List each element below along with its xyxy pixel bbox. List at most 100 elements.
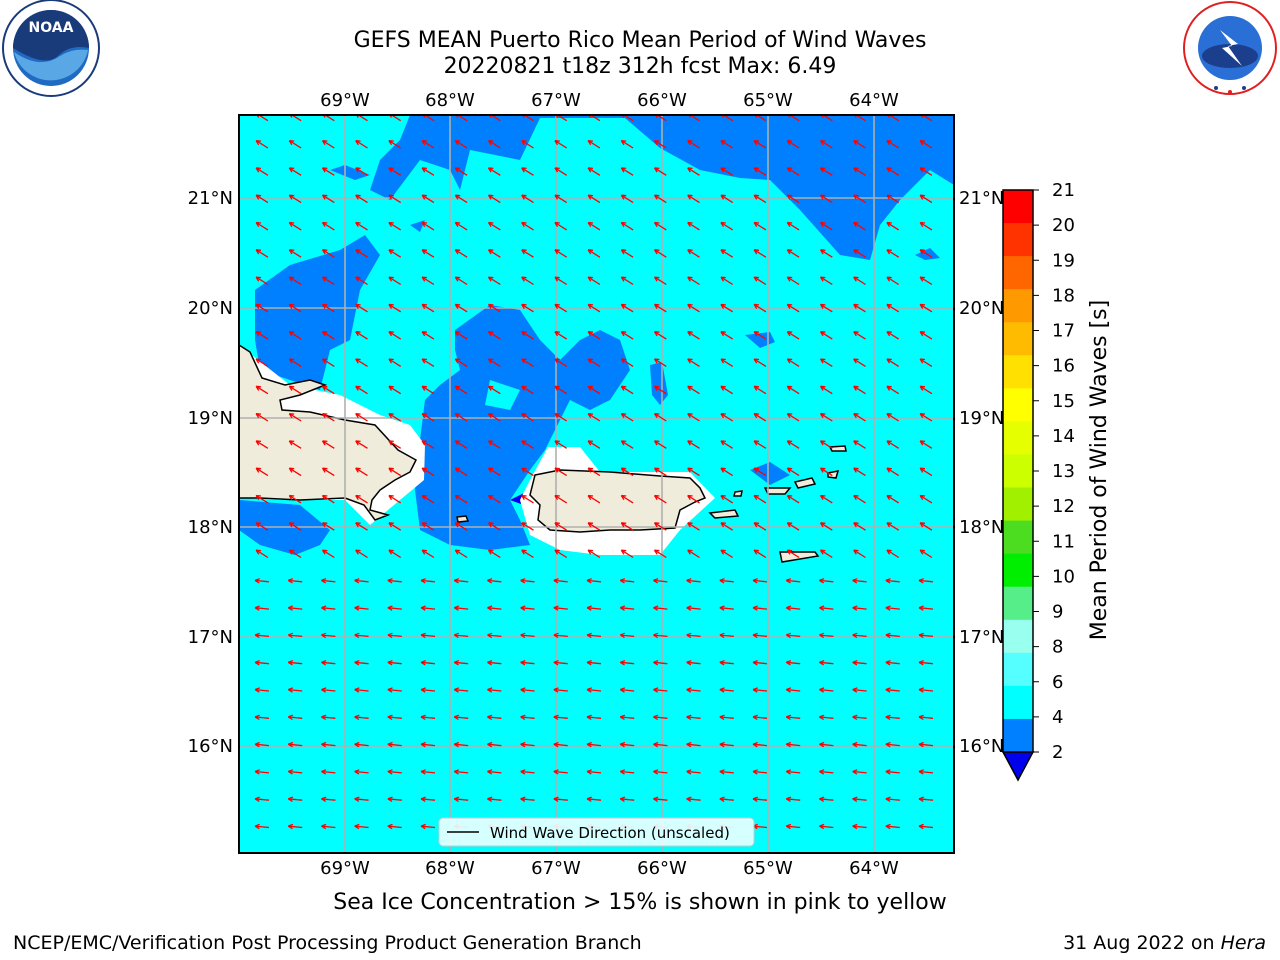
wave-direction-arrow <box>819 358 833 367</box>
wave-direction-arrow <box>853 249 866 258</box>
wave-direction-arrow <box>420 632 436 639</box>
wave-direction-arrow <box>321 578 336 584</box>
wave-direction-arrow <box>720 358 734 367</box>
wave-direction-arrow <box>287 687 303 693</box>
wave-direction-arrow <box>255 440 269 449</box>
wave-direction-arrow <box>853 494 866 504</box>
colorbar-tick-label: 15 <box>1052 391 1075 412</box>
wave-direction-arrow <box>918 687 934 693</box>
wave-direction-arrow <box>786 385 800 395</box>
wave-direction-arrow <box>886 467 900 477</box>
wave-direction-arrow <box>521 249 534 258</box>
colorbar-tick-label: 21 <box>1052 180 1075 201</box>
wave-direction-arrow <box>719 769 734 775</box>
wave-direction-arrow <box>388 139 402 149</box>
wave-direction-arrow <box>919 331 933 340</box>
wave-direction-arrow <box>487 440 501 449</box>
wave-direction-arrow <box>687 549 700 559</box>
wave-direction-arrow <box>454 249 468 258</box>
wave-direction-arrow <box>321 331 335 340</box>
wave-direction-arrow <box>687 139 700 149</box>
wave-direction-arrow <box>586 741 602 748</box>
wave-direction-arrow <box>520 659 535 666</box>
wave-direction-arrow <box>255 194 269 204</box>
wave-direction-arrow <box>687 194 700 204</box>
wave-direction-arrow <box>687 276 700 286</box>
wave-direction-arrow <box>487 632 502 639</box>
wave-direction-arrow <box>819 823 834 830</box>
wave-direction-arrow <box>687 303 700 313</box>
wave-direction-arrow <box>254 659 270 666</box>
colorbar-segment <box>1003 685 1033 720</box>
wave-direction-arrow <box>553 796 568 802</box>
wave-direction-arrow <box>885 578 900 584</box>
wave-direction-arrow <box>387 769 402 775</box>
lat-label: 18°N <box>188 517 233 538</box>
wave-direction-arrow <box>454 467 468 477</box>
chart-title: GEFS MEAN Puerto Rico Mean Period of Win… <box>0 28 1280 80</box>
wave-direction-arrow <box>852 714 867 721</box>
wave-direction-arrow <box>554 249 568 258</box>
wave-direction-arrow <box>288 522 302 531</box>
wave-direction-arrow <box>586 632 602 639</box>
wave-direction-arrow <box>520 632 535 639</box>
lat-label: 16°N <box>959 736 1004 757</box>
wave-direction-arrow <box>653 578 668 584</box>
colorbar-segment <box>1003 652 1033 687</box>
colorbar-tick-label: 13 <box>1052 461 1075 482</box>
wave-direction-arrow <box>753 494 767 504</box>
wave-direction-arrow <box>819 549 833 559</box>
wave-direction-arrow <box>918 796 934 802</box>
wave-direction-arrow <box>520 714 535 721</box>
wave-direction-arrow <box>388 249 402 258</box>
wave-direction-arrow <box>786 276 800 286</box>
wave-direction-arrow <box>487 741 502 748</box>
wave-direction-arrow <box>255 412 269 422</box>
wave-direction-arrow <box>387 605 402 611</box>
wave-direction-arrow <box>521 385 534 395</box>
wave-direction-arrow <box>886 303 900 313</box>
wave-direction-arrow <box>288 494 302 504</box>
wave-direction-arrow <box>819 221 833 231</box>
colorbar-tick-label: 11 <box>1052 531 1075 552</box>
wave-direction-arrow <box>653 769 668 775</box>
wave-direction-arrow <box>321 632 336 639</box>
lon-label: 66°W <box>637 90 687 111</box>
wave-direction-arrow <box>487 194 501 204</box>
wave-direction-arrow <box>321 303 335 313</box>
wave-direction-arrow <box>653 796 668 802</box>
wave-direction-arrow <box>786 331 800 340</box>
wave-direction-arrow <box>886 139 900 149</box>
wave-direction-arrow <box>553 741 568 748</box>
wave-direction-arrow <box>553 605 568 611</box>
lat-label: 20°N <box>959 298 1004 319</box>
wave-direction-arrow <box>919 249 933 258</box>
wave-direction-arrow <box>687 167 700 176</box>
wave-direction-arrow <box>355 303 368 313</box>
wave-direction-arrow <box>587 467 601 477</box>
wave-direction-arrow <box>554 303 568 313</box>
lat-label: 18°N <box>959 517 1004 538</box>
wave-direction-arrow <box>421 331 435 340</box>
wave-direction-arrow <box>653 494 667 504</box>
wave-direction-arrow <box>853 358 866 367</box>
wave-direction-arrow <box>619 687 635 693</box>
wave-direction-arrow <box>521 412 534 422</box>
colorbar-segment <box>1003 553 1033 588</box>
wave-direction-arrow <box>388 522 402 531</box>
wave-direction-arrow <box>288 385 302 395</box>
wave-direction-arrow <box>720 276 734 286</box>
wave-direction-arrow <box>454 303 468 313</box>
noaa-logo-text: NOAA <box>29 20 74 36</box>
wave-direction-arrow <box>687 467 700 477</box>
wave-direction-arrow <box>918 659 934 666</box>
wave-direction-arrow <box>354 796 369 802</box>
wave-direction-arrow <box>553 632 568 639</box>
wave-direction-arrow <box>287 632 303 639</box>
wave-direction-arrow <box>653 412 667 422</box>
wave-direction-arrow <box>387 714 402 721</box>
wave-direction-arrow <box>355 549 368 559</box>
wave-direction-arrow <box>719 741 734 748</box>
wave-direction-arrow <box>918 578 934 584</box>
wave-direction-arrow <box>785 605 801 611</box>
